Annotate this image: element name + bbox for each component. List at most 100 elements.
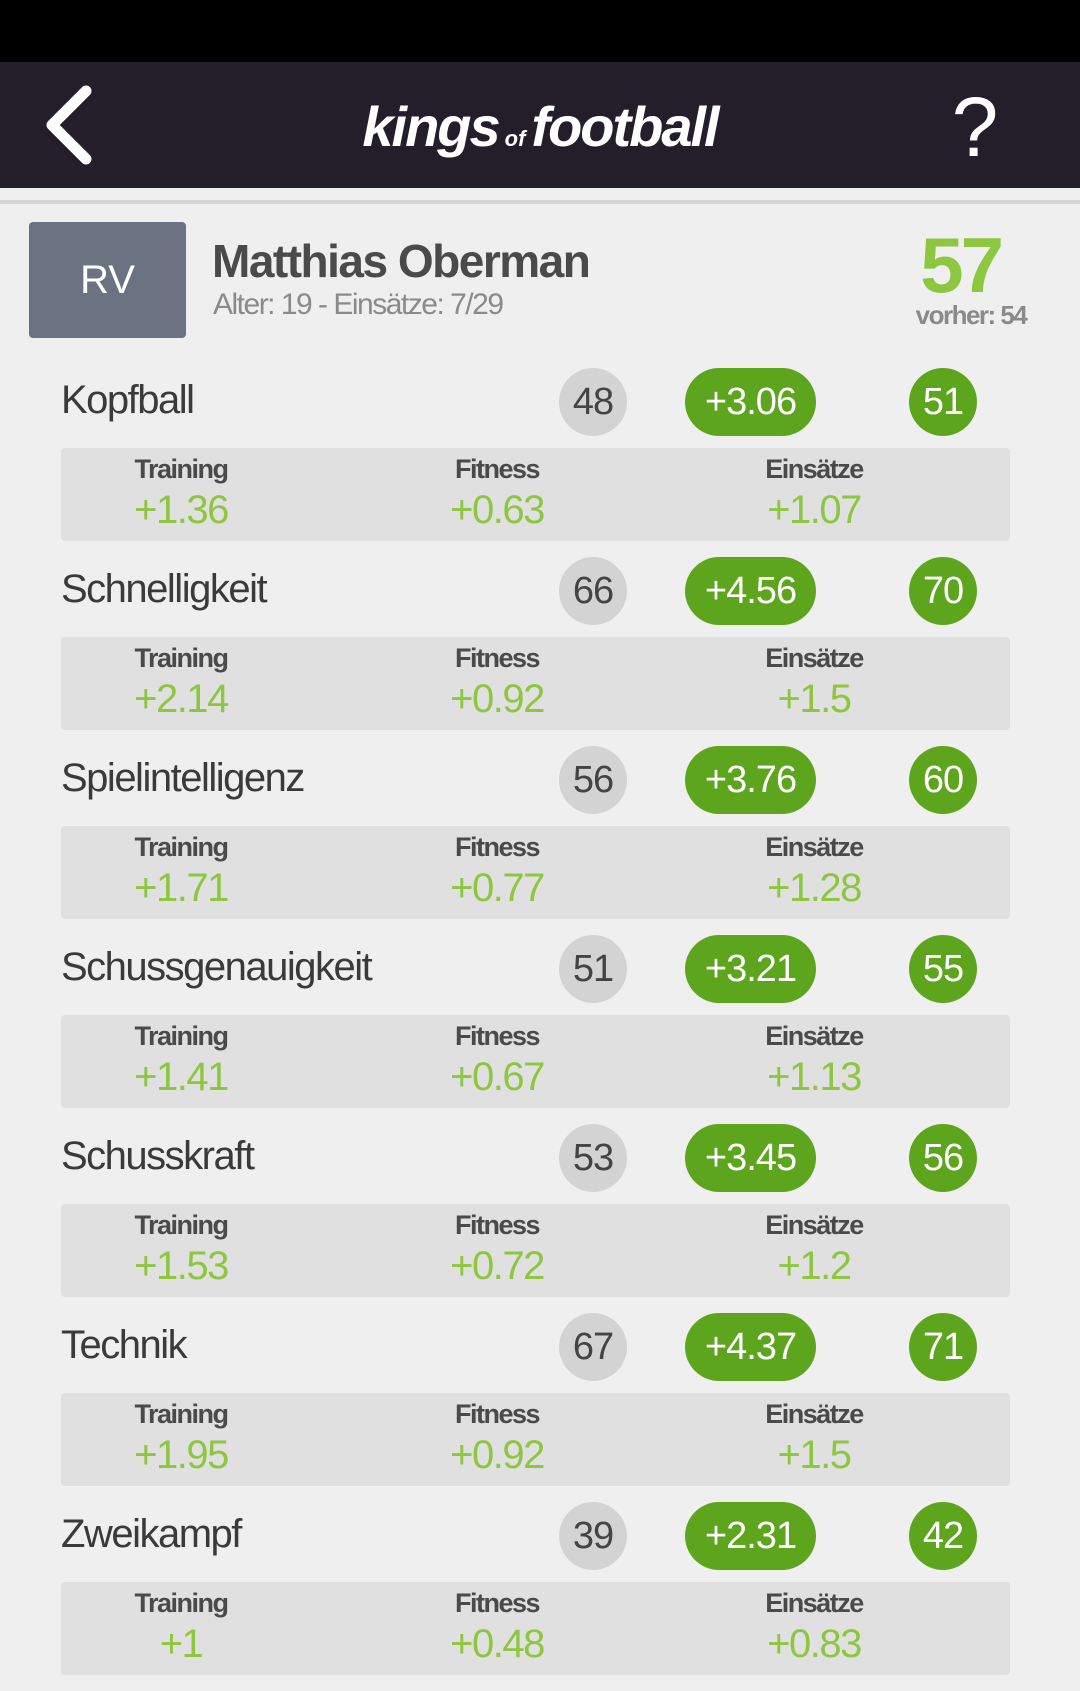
fitness-label: Fitness — [454, 1021, 541, 1051]
einsaetze-value: +1.2 — [777, 1244, 852, 1288]
skill-delta: +4.56 — [685, 557, 816, 625]
training-label: Training — [134, 454, 229, 484]
player-subtitle: Alter: 19 - Einsätze: 7/29 — [213, 288, 504, 321]
einsaetze-column: Einsätze +1.5 — [714, 637, 914, 730]
previous-rating: vorher: 54 — [915, 300, 1028, 330]
training-value: +1.95 — [134, 1433, 229, 1477]
training-value: +1 — [159, 1622, 204, 1666]
skill-delta: +3.45 — [685, 1124, 816, 1192]
training-label: Training — [134, 1021, 229, 1051]
training-column: Training +1.95 — [81, 1393, 281, 1486]
training-label: Training — [134, 643, 229, 673]
einsaetze-label: Einsätze — [765, 832, 864, 862]
skill-name: Schusskraft — [61, 1134, 255, 1178]
skill-old-value: 67 — [559, 1313, 627, 1381]
einsaetze-label: Einsätze — [765, 1399, 864, 1429]
skill-row: Schnelligkeit 66 +4.56 70 Training +2.14… — [0, 539, 1080, 730]
skill-old-value: 48 — [559, 368, 627, 436]
einsaetze-value: +0.83 — [767, 1622, 862, 1666]
einsaetze-column: Einsätze +1.2 — [714, 1204, 914, 1297]
player-rating: 57 — [920, 221, 1004, 309]
skill-old-value: 66 — [559, 557, 627, 625]
skill-row: Kopfball 48 +3.06 51 Training +1.36 Fitn… — [0, 350, 1080, 541]
skill-breakdown: Training +2.14 Fitness +0.92 Einsätze +1… — [61, 637, 1010, 730]
skill-breakdown: Training +1 Fitness +0.48 Einsätze +0.83 — [61, 1582, 1010, 1675]
training-label: Training — [134, 832, 229, 862]
skill-row: Spielintelligenz 56 +3.76 60 Training +1… — [0, 728, 1080, 919]
chevron-left-icon — [46, 85, 92, 165]
fitness-label: Fitness — [454, 1399, 541, 1429]
skill-header: Kopfball 48 +3.06 51 — [0, 350, 1080, 450]
skill-new-value: 56 — [909, 1124, 977, 1192]
app-logo: kings of football — [0, 94, 1080, 158]
skill-new-value: 51 — [909, 368, 977, 436]
back-button[interactable] — [30, 82, 110, 168]
skill-name: Schnelligkeit — [61, 567, 268, 611]
skill-new-value: 55 — [909, 935, 977, 1003]
fitness-column: Fitness +0.92 — [397, 637, 597, 730]
einsaetze-column: Einsätze +0.83 — [714, 1582, 914, 1675]
skill-delta: +3.21 — [685, 935, 816, 1003]
skill-breakdown: Training +1.41 Fitness +0.67 Einsätze +1… — [61, 1015, 1010, 1108]
einsaetze-value: +1.13 — [767, 1055, 862, 1099]
skill-header: Zweikampf 39 +2.31 42 — [0, 1484, 1080, 1584]
training-column: Training +2.14 — [81, 637, 281, 730]
einsaetze-label: Einsätze — [765, 1021, 864, 1051]
skill-name: Technik — [61, 1323, 188, 1367]
training-column: Training +1 — [81, 1582, 281, 1675]
training-column: Training +1.53 — [81, 1204, 281, 1297]
skill-name: Schussgenauigkeit — [61, 945, 373, 989]
einsaetze-label: Einsätze — [765, 1588, 864, 1618]
skill-delta: +2.31 — [685, 1502, 816, 1570]
fitness-label: Fitness — [454, 1210, 541, 1240]
einsaetze-column: Einsätze +1.07 — [714, 448, 914, 541]
einsaetze-column: Einsätze +1.13 — [714, 1015, 914, 1108]
einsaetze-label: Einsätze — [765, 1210, 864, 1240]
skill-old-value: 51 — [559, 935, 627, 1003]
einsaetze-value: +1.5 — [777, 1433, 852, 1477]
training-value: +2.14 — [134, 677, 229, 721]
einsaetze-value: +1.07 — [767, 488, 862, 532]
skill-header: Schussgenauigkeit 51 +3.21 55 — [0, 917, 1080, 1017]
skill-delta: +3.76 — [685, 746, 816, 814]
training-value: +1.41 — [134, 1055, 229, 1099]
skill-delta: +4.37 — [685, 1313, 816, 1381]
training-label: Training — [134, 1399, 229, 1429]
fitness-column: Fitness +0.63 — [397, 448, 597, 541]
help-button[interactable]: ? — [951, 80, 999, 174]
training-value: +1.53 — [134, 1244, 229, 1288]
einsaetze-label: Einsätze — [765, 643, 864, 673]
einsaetze-value: +1.28 — [767, 866, 862, 910]
logo-kings: kings — [362, 95, 500, 158]
training-label: Training — [134, 1588, 229, 1618]
training-column: Training +1.71 — [81, 826, 281, 919]
player-name: Matthias Oberman — [212, 235, 591, 287]
fitness-column: Fitness +0.92 — [397, 1393, 597, 1486]
skill-row: Schussgenauigkeit 51 +3.21 55 Training +… — [0, 917, 1080, 1108]
skill-delta: +3.06 — [685, 368, 816, 436]
position-badge: RV — [29, 222, 186, 338]
skill-header: Spielintelligenz 56 +3.76 60 — [0, 728, 1080, 828]
header-divider — [0, 200, 1080, 204]
training-label: Training — [134, 1210, 229, 1240]
skill-new-value: 70 — [909, 557, 977, 625]
skill-breakdown: Training +1.71 Fitness +0.77 Einsätze +1… — [61, 826, 1010, 919]
skill-row: Schusskraft 53 +3.45 56 Training +1.53 F… — [0, 1106, 1080, 1297]
fitness-value: +0.92 — [450, 677, 545, 721]
skill-header: Technik 67 +4.37 71 — [0, 1295, 1080, 1395]
app-bar: kings of football ? — [0, 62, 1080, 188]
fitness-value: +0.72 — [450, 1244, 545, 1288]
fitness-label: Fitness — [454, 832, 541, 862]
fitness-value: +0.48 — [450, 1622, 545, 1666]
player-header: RV Matthias Oberman Alter: 19 - Einsätze… — [29, 221, 1051, 338]
skill-new-value: 60 — [909, 746, 977, 814]
skill-header: Schusskraft 53 +3.45 56 — [0, 1106, 1080, 1206]
skill-old-value: 39 — [559, 1502, 627, 1570]
einsaetze-value: +1.5 — [777, 677, 852, 721]
fitness-column: Fitness +0.77 — [397, 826, 597, 919]
training-value: +1.36 — [134, 488, 229, 532]
skill-name: Spielintelligenz — [61, 756, 305, 800]
fitness-label: Fitness — [454, 1588, 541, 1618]
einsaetze-column: Einsätze +1.28 — [714, 826, 914, 919]
logo-football: football — [531, 95, 719, 158]
